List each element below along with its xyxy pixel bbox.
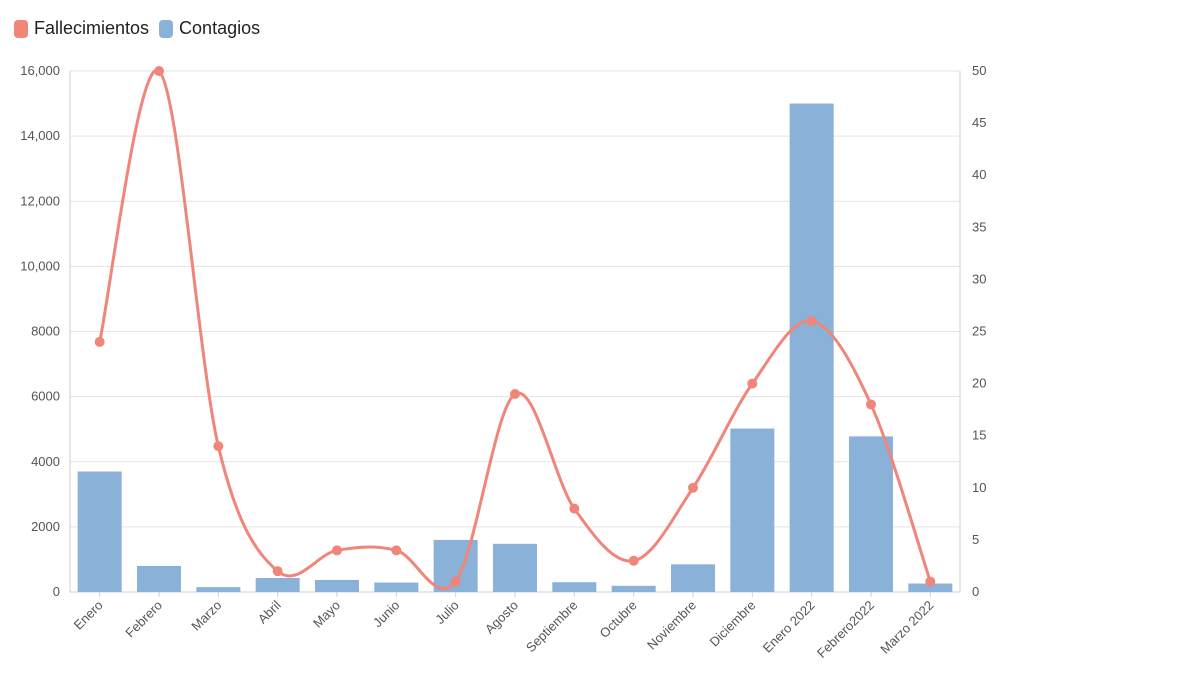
point-fallecimientos (450, 576, 461, 587)
y-right-tick-label: 45 (972, 115, 986, 130)
y-left-tick-label: 14,000 (20, 128, 60, 143)
bar-contagios (255, 577, 300, 592)
x-tick-label: Septiembre (523, 598, 581, 656)
bar-contagios (196, 587, 241, 592)
x-tick-label: Febrero (122, 598, 165, 641)
bar-contagios (611, 585, 656, 592)
bar-contagios (77, 471, 122, 592)
y-left-tick-label: 2000 (31, 519, 60, 534)
y-right-tick-label: 50 (972, 63, 986, 78)
bar-contagios (493, 543, 537, 592)
point-fallecimientos (332, 545, 342, 556)
point-fallecimientos (213, 441, 224, 452)
y-left-tick-label: 4000 (31, 454, 60, 469)
x-tick-label: Marzo 2022 (877, 598, 936, 657)
legend-item-contagios[interactable]: Contagios (159, 18, 260, 39)
point-fallecimientos (272, 566, 283, 577)
x-tick-label: Enero 2022 (760, 598, 818, 656)
y-right-tick-label: 25 (972, 324, 986, 339)
x-tick-label: Marzo (188, 598, 224, 634)
x-tick-label: Diciembre (706, 598, 758, 650)
y-left-tick-label: 12,000 (20, 193, 60, 208)
x-tick-label: Febrero2022 (814, 598, 877, 661)
point-fallecimientos (510, 389, 520, 400)
y-left-tick-label: 6000 (31, 389, 60, 404)
point-fallecimientos (94, 336, 105, 347)
point-fallecimientos (806, 316, 817, 327)
point-fallecimientos (747, 378, 758, 389)
x-tick-label: Enero (71, 598, 106, 633)
y-left-tick-label: 10,000 (20, 258, 60, 273)
y-left-tick-label: 0 (53, 584, 60, 599)
y-left-tick-label: 16,000 (20, 63, 60, 78)
bar-contagios (849, 436, 893, 592)
bar-contagios (137, 565, 181, 592)
line-fallecimientos (98, 68, 932, 591)
point-fallecimientos (866, 399, 876, 410)
legend-swatch-contagios (159, 19, 174, 38)
legend-label-fallecimientos: Fallecimientos (34, 18, 150, 38)
x-tick-label: Agosto (482, 598, 521, 637)
x-tick-label: Junio (370, 598, 403, 631)
x-tick-label: Octubre (596, 598, 639, 641)
point-fallecimientos (154, 66, 164, 76)
bar-contagios (374, 582, 419, 592)
y-right-tick-label: 15 (972, 428, 986, 443)
point-fallecimientos (688, 482, 698, 493)
x-tick-label: Julio (432, 598, 462, 628)
y-right-tick-label: 10 (972, 480, 986, 495)
bar-contagios (671, 564, 715, 592)
y-right-tick-label: 5 (972, 532, 979, 547)
chart-legend: Fallecimientos Contagios (14, 18, 260, 39)
y-right-tick-label: 40 (972, 167, 986, 182)
legend-label-contagios: Contagios (179, 18, 261, 38)
y-right-tick-label: 35 (972, 219, 986, 234)
y-right-tick-label: 20 (972, 376, 986, 391)
bar-contagios (730, 428, 775, 592)
legend-swatch-fallecimientos (14, 19, 28, 38)
y-left-tick-label: 8000 (31, 324, 60, 339)
point-fallecimientos (391, 545, 402, 556)
bar-contagios (908, 583, 953, 592)
x-tick-label: Noviembre (644, 598, 699, 653)
legend-item-fallecimientos[interactable]: Fallecimientos (14, 18, 149, 39)
bar-contagios (789, 103, 834, 592)
point-fallecimientos (925, 576, 936, 587)
bar-contagios (315, 579, 359, 592)
y-right-tick-label: 0 (972, 584, 979, 599)
x-tick-label: Mayo (310, 598, 343, 631)
point-fallecimientos (569, 503, 580, 514)
point-fallecimientos (628, 555, 639, 566)
y-right-tick-label: 30 (972, 271, 986, 286)
x-tick-label: Abril (255, 597, 284, 626)
bar-contagios (552, 582, 597, 592)
